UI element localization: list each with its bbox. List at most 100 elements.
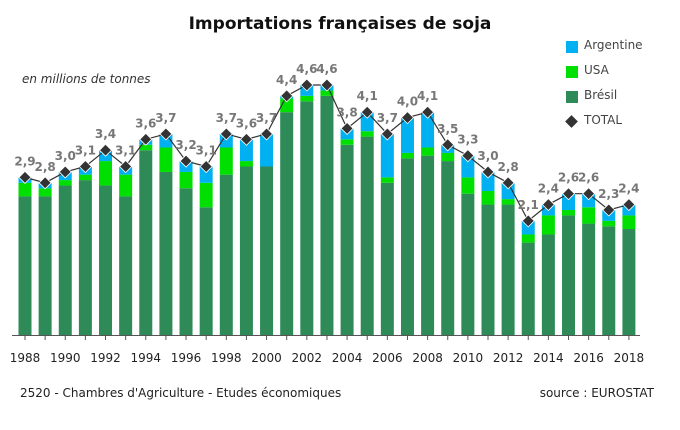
chart-title: Importations françaises de soja xyxy=(188,14,492,34)
footer-credit: 2520 - Chambres d'Agriculture - Etudes é… xyxy=(20,386,342,400)
bar-argentine-2012 xyxy=(501,182,515,200)
bar-bresil-1994 xyxy=(139,150,153,335)
bar-usa-1989 xyxy=(38,188,52,197)
total-label-2016: 2,6 xyxy=(578,171,599,185)
x-tick-label-1992: 1992 xyxy=(90,351,121,365)
bar-usa-2005 xyxy=(360,131,374,137)
x-tick-label-2016: 2016 xyxy=(573,351,604,365)
bar-usa-2018 xyxy=(622,215,636,230)
x-tick-label-2006: 2006 xyxy=(372,351,403,365)
total-label-2008: 4,1 xyxy=(417,89,438,103)
bar-usa-2014 xyxy=(541,215,555,235)
x-tick-label-1990: 1990 xyxy=(50,351,81,365)
total-marker-1997 xyxy=(199,159,213,174)
total-marker-2010 xyxy=(461,149,475,163)
total-marker-2012 xyxy=(501,176,515,190)
total-label-2015: 2,6 xyxy=(558,171,579,185)
x-tick-label-1994: 1994 xyxy=(131,351,162,365)
bar-usa-1991 xyxy=(78,174,92,181)
bar-argentine-2006 xyxy=(380,133,394,178)
bar-usa-2006 xyxy=(380,177,394,183)
bar-usa-2016 xyxy=(582,207,596,224)
bar-bresil-2012 xyxy=(501,204,515,335)
total-label-2005: 4,1 xyxy=(357,89,378,103)
bar-bresil-1993 xyxy=(119,196,133,335)
total-label-2006: 3,7 xyxy=(377,111,398,125)
bar-bresil-2011 xyxy=(481,204,495,335)
total-marker-2009 xyxy=(441,138,455,152)
total-label-1994: 3,6 xyxy=(135,116,156,130)
bar-bresil-2002 xyxy=(300,101,314,335)
bar-bresil-1988 xyxy=(18,196,32,335)
total-label-2003: 4,6 xyxy=(316,62,337,76)
bar-bresil-2015 xyxy=(562,215,576,335)
total-marker-2003 xyxy=(320,78,334,92)
bar-usa-2009 xyxy=(441,152,455,162)
bar-usa-2007 xyxy=(400,152,414,159)
bar-usa-2017 xyxy=(602,220,616,227)
bar-bresil-2009 xyxy=(441,161,455,335)
legend-swatch-argentine xyxy=(566,41,578,53)
x-tick-label-2010: 2010 xyxy=(453,351,484,365)
total-marker-2004 xyxy=(340,121,354,136)
total-label-2017: 2,3 xyxy=(598,187,619,201)
bar-usa-1993 xyxy=(119,174,133,197)
total-label-1998: 3,7 xyxy=(216,111,237,125)
bar-usa-2013 xyxy=(521,234,535,243)
bar-bresil-1989 xyxy=(38,196,52,335)
bar-usa-1999 xyxy=(239,161,253,167)
legend-label-argentine: Argentine xyxy=(584,38,643,52)
bar-bresil-2008 xyxy=(421,155,435,335)
x-tick-label-1988: 1988 xyxy=(10,351,41,365)
bar-usa-2004 xyxy=(340,139,354,145)
bar-bresil-2000 xyxy=(260,166,274,335)
total-marker-2013 xyxy=(521,214,535,228)
x-tick-label-2018: 2018 xyxy=(614,351,645,365)
bar-usa-1990 xyxy=(58,180,72,186)
total-marker-1992 xyxy=(98,143,113,157)
total-marker-2017 xyxy=(602,203,616,217)
total-marker-1999 xyxy=(239,132,253,146)
x-tick-label-2012: 2012 xyxy=(493,351,524,365)
total-label-1989: 2,8 xyxy=(34,160,55,174)
bar-bresil-1996 xyxy=(179,188,193,335)
bar-argentine-2011 xyxy=(481,171,495,191)
total-label-2013: 2,1 xyxy=(518,198,539,212)
total-marker-2014 xyxy=(541,197,555,212)
x-tick-label-1996: 1996 xyxy=(171,351,202,365)
total-label-1992: 3,4 xyxy=(95,127,116,141)
total-marker-1989 xyxy=(38,176,52,190)
unit-note: en millions de tonnes xyxy=(22,72,151,86)
bar-bresil-2017 xyxy=(602,226,616,335)
total-marker-1991 xyxy=(78,159,92,174)
total-label-2010: 3,3 xyxy=(457,133,478,147)
total-marker-1988 xyxy=(18,170,32,184)
bar-usa-2003 xyxy=(320,90,334,96)
footer-source: source : EUROSTAT xyxy=(539,386,654,400)
total-marker-1996 xyxy=(179,154,193,168)
x-tick-label-2014: 2014 xyxy=(533,351,564,365)
total-label-2002: 4,6 xyxy=(296,62,317,76)
bar-argentine-2015 xyxy=(562,193,576,210)
x-tick-label-1998: 1998 xyxy=(211,351,242,365)
bar-usa-2011 xyxy=(481,190,495,205)
bar-bresil-1999 xyxy=(239,166,253,335)
bar-bresil-2014 xyxy=(541,234,555,335)
bar-bresil-2003 xyxy=(320,95,334,335)
bar-bresil-2006 xyxy=(380,182,394,335)
legend-label-usa: USA xyxy=(584,63,609,77)
x-tick-label-2008: 2008 xyxy=(412,351,443,365)
legend-swatch-usa xyxy=(566,66,578,78)
bar-usa-2010 xyxy=(461,177,475,194)
bar-argentine-1997 xyxy=(199,166,213,183)
bar-usa-2002 xyxy=(300,95,314,102)
bar-bresil-1997 xyxy=(199,207,213,335)
total-label-2009: 3,5 xyxy=(437,122,458,136)
x-tick-label-2000: 2000 xyxy=(251,351,282,365)
legend-label-total: TOTAL xyxy=(584,113,623,127)
bar-bresil-2007 xyxy=(400,158,414,335)
total-label-2001: 4,4 xyxy=(276,73,297,87)
bar-usa-1994 xyxy=(139,144,153,151)
bar-usa-1996 xyxy=(179,171,193,189)
